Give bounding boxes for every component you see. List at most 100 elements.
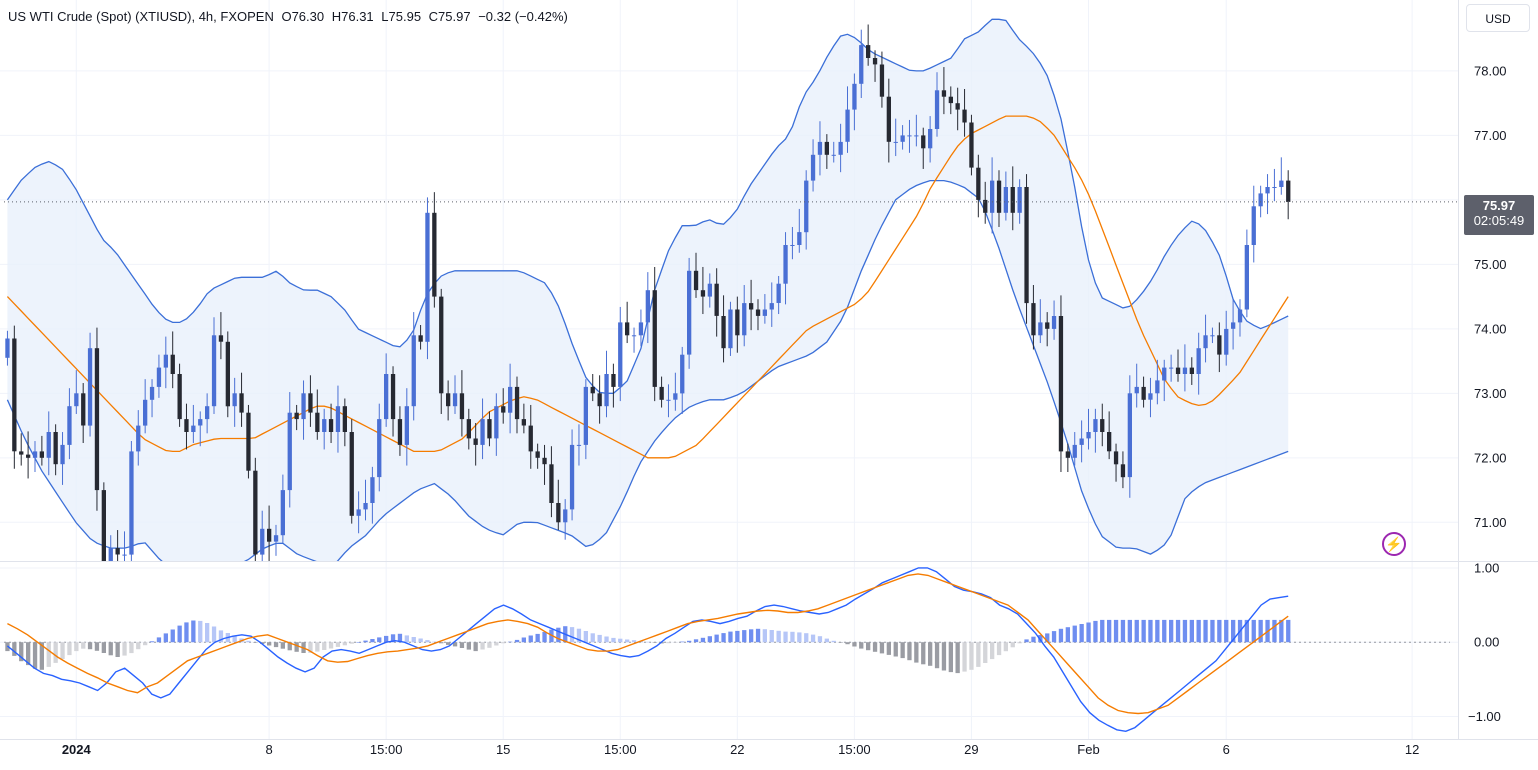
- price-axis-label: 75.00: [1474, 257, 1507, 272]
- candle-body: [590, 386, 595, 394]
- candle-body: [831, 154, 836, 156]
- macd-histogram-bar: [294, 642, 299, 652]
- macd-histogram-bar: [687, 640, 692, 643]
- macd-histogram-bar: [521, 637, 526, 643]
- currency-button[interactable]: USD: [1466, 4, 1530, 32]
- last-price: 75.97: [1482, 198, 1516, 213]
- candle-body: [769, 303, 774, 310]
- candle-body: [108, 548, 113, 561]
- macd-histogram-bar: [1051, 631, 1057, 643]
- candle-body: [232, 393, 237, 407]
- candle-body: [1127, 393, 1132, 478]
- candle-body: [494, 406, 499, 439]
- price-axis-label: 74.00: [1474, 321, 1507, 336]
- macd-histogram-bar: [528, 635, 533, 643]
- macd-histogram-bar: [1231, 619, 1236, 643]
- macd-histogram-bar: [356, 642, 361, 643]
- macd-histogram-bar: [1058, 628, 1064, 643]
- candle-body: [700, 290, 706, 297]
- candle-body: [1251, 206, 1256, 245]
- candle-body: [1024, 187, 1029, 304]
- candle-body: [797, 232, 802, 245]
- candle-body: [1107, 432, 1112, 452]
- lightning-icon[interactable]: ⚡: [1382, 532, 1406, 556]
- macd-histogram-bar: [604, 636, 609, 643]
- macd-histogram-bar: [1086, 622, 1091, 643]
- macd-histogram-bar: [749, 629, 754, 643]
- ohlc-high: H76.31: [331, 9, 374, 24]
- macd-histogram-bar: [335, 642, 341, 647]
- macd-histogram-bar: [370, 639, 375, 643]
- macd-histogram-bar: [797, 632, 802, 643]
- candle-body: [26, 454, 31, 458]
- macd-histogram-bar: [769, 630, 774, 643]
- macd-histogram-bar: [480, 642, 485, 650]
- candle-body: [1031, 303, 1036, 336]
- macd-histogram-bar: [707, 636, 712, 643]
- macd-histogram-bar: [473, 642, 478, 652]
- macd-histogram-bar: [652, 642, 657, 643]
- candle-body: [390, 374, 396, 420]
- candle-body: [260, 528, 265, 555]
- macd-histogram-bar: [177, 625, 182, 643]
- macd-histogram-bar: [439, 642, 444, 644]
- candle-body: [163, 354, 168, 368]
- candle-body: [225, 341, 230, 407]
- candle-body: [5, 338, 10, 358]
- macd-histogram-bar: [879, 642, 885, 654]
- candle-body: [32, 451, 38, 458]
- macd-histogram-bar: [673, 642, 678, 643]
- macd-histogram-bar: [1203, 619, 1208, 643]
- candle-body: [955, 103, 960, 110]
- macd-histogram-bar: [205, 623, 210, 643]
- symbol-title[interactable]: US WTI Crude (Spot) (XTIUSD), 4h, FXOPEN: [8, 9, 274, 24]
- macd-histogram-bar: [1244, 619, 1249, 643]
- time-axis-label: 8: [265, 742, 272, 757]
- macd-histogram-bar: [1210, 619, 1215, 643]
- candle-body: [404, 406, 409, 445]
- candle-body: [170, 354, 175, 374]
- time-axis-label: 15:00: [838, 742, 871, 757]
- candle-body: [542, 457, 547, 465]
- macd-histogram-bar: [941, 642, 947, 671]
- macd-histogram-bar: [783, 631, 788, 643]
- candle-body: [377, 419, 382, 478]
- macd-histogram-bar: [666, 642, 671, 644]
- time-axis-label: 22: [730, 742, 744, 757]
- candle-body: [659, 386, 664, 400]
- macd-histogram-bar: [886, 642, 891, 655]
- macd-histogram-bar: [1182, 619, 1188, 643]
- macd-histogram-bar: [1217, 619, 1222, 643]
- macd-histogram-bar: [569, 627, 575, 643]
- candle-body: [749, 303, 754, 310]
- candle-body: [53, 432, 58, 465]
- candle-body: [211, 335, 217, 407]
- price-axis-label: 78.00: [1474, 63, 1507, 78]
- macd-histogram-bar: [260, 642, 265, 644]
- candle-body: [714, 283, 719, 316]
- macd-histogram-bar: [101, 642, 106, 653]
- candle-body: [184, 419, 189, 432]
- candle-body: [205, 406, 210, 420]
- macd-histogram-bar: [39, 642, 44, 670]
- price-axis-label: 72.00: [1474, 450, 1507, 465]
- macd-histogram-bar: [514, 639, 520, 643]
- macd-histogram-bar: [817, 636, 823, 643]
- candle-body: [501, 406, 506, 413]
- macd-histogram-bar: [1134, 619, 1139, 643]
- macd-histogram-bar: [762, 629, 767, 643]
- macd-histogram-bar: [914, 642, 919, 663]
- candle-body: [1244, 245, 1249, 310]
- candle-body: [87, 348, 93, 426]
- macd-histogram-bar: [459, 642, 465, 648]
- ohlc-change: −0.32 (−0.42%): [478, 9, 568, 24]
- macd-histogram-bar: [1155, 619, 1160, 643]
- candle-body: [549, 464, 554, 503]
- macd-histogram-bar: [1100, 619, 1105, 643]
- candle-body: [1058, 316, 1064, 452]
- macd-histogram-bar: [32, 642, 38, 669]
- macd-histogram-bar: [831, 640, 836, 643]
- macd-histogram-bar: [611, 637, 616, 643]
- candle-body: [115, 548, 120, 555]
